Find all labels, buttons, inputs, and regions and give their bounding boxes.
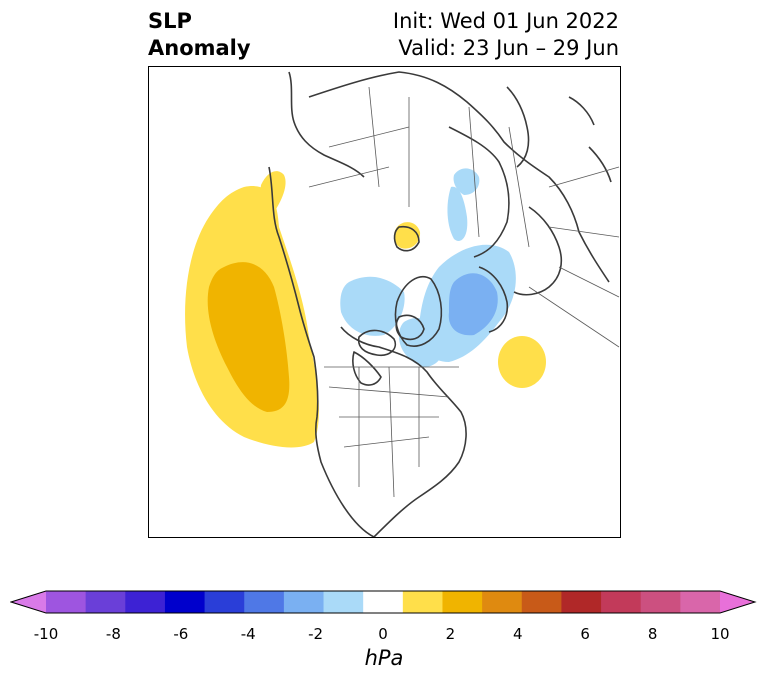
colorbar-tick-label: 4 bbox=[513, 625, 523, 643]
positive-anomaly-atlantic bbox=[498, 336, 546, 388]
anomaly-shading bbox=[185, 168, 546, 448]
colorbar-segment bbox=[323, 591, 364, 613]
negative-anomaly-north-strip bbox=[447, 186, 468, 241]
colorbar-segment bbox=[164, 591, 206, 613]
colorbar-extend-max bbox=[720, 591, 755, 613]
colorbar-tick-label: -2 bbox=[308, 625, 324, 643]
colorbar-tick-label: -10 bbox=[33, 625, 59, 643]
colorbar bbox=[10, 590, 757, 614]
colorbar-tick-label: 6 bbox=[580, 625, 590, 643]
colorbar-segment bbox=[482, 591, 523, 613]
colorbar-tick-label: 10 bbox=[710, 625, 730, 643]
slp-anomaly-map bbox=[148, 66, 621, 538]
colorbar-outline bbox=[10, 590, 757, 614]
title-field: Anomaly bbox=[148, 36, 251, 60]
colorbar-tick-label: -8 bbox=[105, 625, 121, 643]
colorbar-tick-label: -4 bbox=[240, 625, 256, 643]
valid-range: Valid: 23 Jun – 29 Jun bbox=[398, 36, 619, 60]
colorbar-extend-min bbox=[11, 591, 46, 613]
positive-anomaly-pacific-core bbox=[207, 262, 290, 412]
colorbar-segment bbox=[363, 591, 404, 613]
borders bbox=[308, 86, 620, 498]
colorbar-tick-label: 8 bbox=[647, 625, 658, 643]
colorbar-segment bbox=[402, 591, 443, 613]
colorbar-segment bbox=[85, 591, 126, 613]
negative-anomaly-arctic bbox=[340, 276, 405, 336]
colorbar-segment bbox=[640, 591, 681, 613]
colorbar-tick-label: 0 bbox=[378, 625, 388, 643]
positive-anomaly-alaska bbox=[260, 171, 286, 212]
colorbar-tick-label: 2 bbox=[445, 625, 456, 643]
colorbar-segment bbox=[442, 591, 483, 613]
positive-anomaly-north bbox=[393, 222, 421, 249]
colorbar-segment bbox=[283, 591, 325, 613]
colorbar-segment bbox=[521, 591, 562, 613]
colorbar-segment bbox=[244, 591, 285, 613]
colorbar-segment bbox=[125, 591, 166, 613]
negative-anomaly-europe bbox=[399, 317, 445, 367]
map-title: SLP Anomaly bbox=[148, 8, 251, 62]
colorbar-tick-label: -6 bbox=[173, 625, 189, 643]
title-variable: SLP bbox=[148, 9, 192, 33]
negative-anomaly-scandinavia bbox=[453, 168, 480, 195]
negative-anomaly-core bbox=[448, 273, 498, 336]
colorbar-segment bbox=[680, 591, 721, 613]
colorbar-segment bbox=[46, 591, 87, 613]
colorbar-units-label: hPa bbox=[364, 646, 404, 670]
colorbar-segment bbox=[561, 591, 602, 613]
coastlines bbox=[268, 71, 612, 537]
colorbar-segment bbox=[204, 591, 245, 613]
init-date: Init: Wed 01 Jun 2022 bbox=[392, 9, 619, 33]
colorbar-segment bbox=[601, 591, 642, 613]
forecast-dates: Init: Wed 01 Jun 2022 Valid: 23 Jun – 29… bbox=[393, 8, 619, 62]
